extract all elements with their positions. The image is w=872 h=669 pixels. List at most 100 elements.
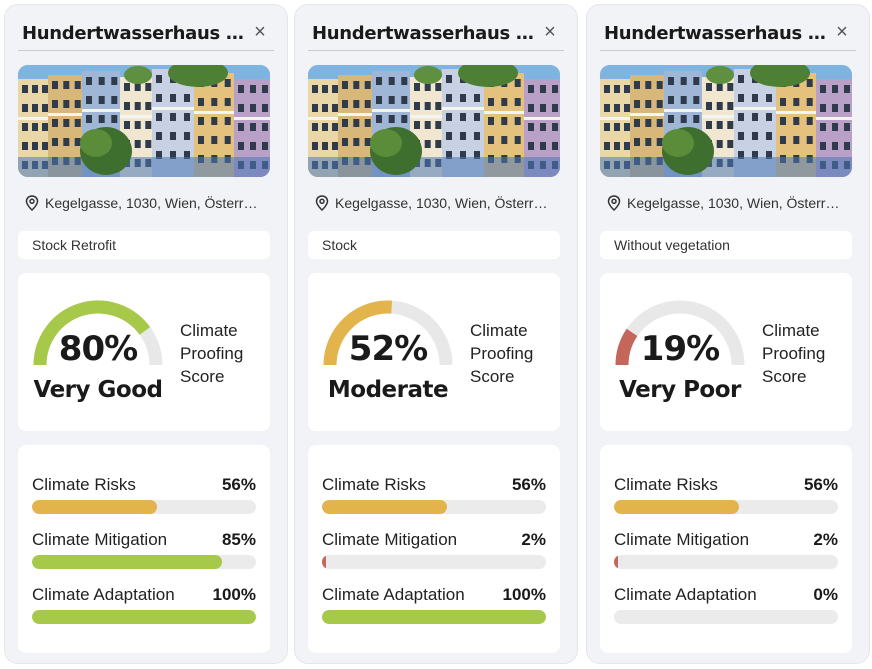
score-caption-line: Score: [180, 367, 225, 386]
building-photo: [600, 65, 852, 177]
metric-label: Climate Mitigation: [32, 530, 168, 549]
metric-climate-risks: Climate Risks 56%: [32, 475, 256, 515]
metric-value: 100%: [502, 585, 546, 604]
metric-label: Climate Mitigation: [322, 530, 458, 549]
close-icon[interactable]: ×: [254, 21, 266, 43]
building-photo-art: [308, 65, 560, 177]
metric-value: 2%: [521, 530, 546, 549]
score-gauge-fill: [323, 300, 393, 366]
score-value: 52%: [348, 329, 428, 369]
metric-label: Climate Risks: [32, 475, 136, 494]
progress-bar: [32, 555, 256, 569]
metric-value: 2%: [813, 530, 838, 549]
metric-value: 0%: [813, 585, 838, 604]
card-header: Hundertwasserhaus Wien ×: [600, 19, 856, 51]
score-caption-line: Score: [470, 367, 515, 386]
score-caption: Climate Proofing Score: [180, 319, 270, 388]
progress-bar: [614, 610, 838, 624]
progress-bar: [322, 610, 546, 624]
close-icon[interactable]: ×: [544, 21, 556, 43]
variant-label: Stock: [308, 231, 560, 259]
progress-bar: [322, 500, 546, 514]
progress-bar-fill: [32, 555, 223, 569]
score-caption-line: Climate: [762, 321, 820, 340]
address-row: Kegelgasse, 1030, Wien, Österreich: [607, 191, 847, 215]
address-row: Kegelgasse, 1030, Wien, Österreich: [315, 191, 555, 215]
metrics-panel: Climate Risks 56% Climate Mitigation 2% …: [600, 445, 852, 653]
score-caption: Climate Proofing Score: [762, 319, 852, 388]
score-panel: 19% Very Poor Climate Proofing Score: [600, 273, 852, 431]
location-pin-icon: [25, 195, 39, 211]
progress-bar-fill: [322, 555, 327, 569]
address-text: Kegelgasse, 1030, Wien, Österreich: [627, 195, 847, 211]
metric-label: Climate Adaptation: [614, 585, 757, 604]
metric-label: Climate Mitigation: [614, 530, 750, 549]
metric-climate-mitigation: Climate Mitigation 85%: [32, 530, 256, 570]
card-header: Hundertwasserhaus Wien ×: [18, 19, 274, 51]
close-icon[interactable]: ×: [836, 21, 848, 43]
building-card: Hundertwasserhaus Wien × Kegelgasse, 103…: [294, 4, 578, 664]
score-gauge: [33, 300, 163, 366]
metric-climate-risks: Climate Risks 56%: [322, 475, 546, 515]
score-caption-line: Proofing: [180, 344, 244, 363]
progress-bar-fill: [322, 500, 448, 514]
address-text: Kegelgasse, 1030, Wien, Österreich: [45, 195, 265, 211]
score-caption-line: Proofing: [470, 344, 534, 363]
card-title: Hundertwasserhaus Wien: [312, 23, 538, 44]
metric-value: 56%: [221, 475, 256, 494]
building-photo-art: [600, 65, 852, 177]
score-caption-line: Proofing: [762, 344, 826, 363]
building-card: Hundertwasserhaus Wien × Kegelgasse, 103…: [4, 4, 288, 664]
score-value: 19%: [640, 329, 720, 369]
metrics-panel: Climate Risks 56% Climate Mitigation 2% …: [308, 445, 560, 653]
building-photo-art: [18, 65, 270, 177]
variant-label: Without vegetation: [600, 231, 852, 259]
progress-bar: [614, 555, 838, 569]
metric-label: Climate Adaptation: [322, 585, 465, 604]
metric-climate-adaptation: Climate Adaptation 0%: [614, 585, 838, 625]
metric-label: Climate Adaptation: [32, 585, 175, 604]
progress-bar-fill: [614, 555, 619, 569]
metric-climate-adaptation: Climate Adaptation 100%: [322, 585, 546, 625]
score-gauge-fill: [615, 328, 638, 366]
progress-bar: [614, 500, 838, 514]
score-caption: Climate Proofing Score: [470, 319, 560, 388]
score-panel: 80% Very Good Climate Proofing Score: [18, 273, 270, 431]
building-photo: [18, 65, 270, 177]
progress-bar: [322, 555, 546, 569]
score-gauge: [323, 300, 453, 366]
metric-value: 56%: [511, 475, 546, 494]
score-panel: 52% Moderate Climate Proofing Score: [308, 273, 560, 431]
metrics-panel: Climate Risks 56% Climate Mitigation 85%…: [18, 445, 270, 653]
score-caption-line: Climate: [470, 321, 528, 340]
progress-bar-fill: [322, 610, 546, 624]
score-value: 80%: [58, 329, 138, 369]
location-pin-icon: [607, 195, 621, 211]
metric-climate-mitigation: Climate Mitigation 2%: [322, 530, 546, 570]
building-photo: [308, 65, 560, 177]
score-gauge-fill: [33, 300, 151, 366]
score-gauge: [615, 300, 745, 366]
score-rating: Very Good: [33, 377, 163, 403]
progress-bar: [32, 610, 256, 624]
progress-bar-fill: [32, 610, 256, 624]
metric-climate-mitigation: Climate Mitigation 2%: [614, 530, 838, 570]
progress-bar: [32, 500, 256, 514]
location-pin-icon: [315, 195, 329, 211]
metric-value: 85%: [221, 530, 256, 549]
score-caption-line: Score: [762, 367, 807, 386]
metric-label: Climate Risks: [322, 475, 426, 494]
progress-bar-fill: [32, 500, 158, 514]
metric-climate-risks: Climate Risks 56%: [614, 475, 838, 515]
card-header: Hundertwasserhaus Wien ×: [308, 19, 564, 51]
score-rating: Very Poor: [619, 377, 741, 403]
building-card: Hundertwasserhaus Wien × Kegelgasse, 103…: [586, 4, 870, 664]
score-rating: Moderate: [327, 377, 449, 403]
variant-label: Stock Retrofit: [18, 231, 270, 259]
address-row: Kegelgasse, 1030, Wien, Österreich: [25, 191, 265, 215]
score-caption-line: Climate: [180, 321, 238, 340]
card-title: Hundertwasserhaus Wien: [604, 23, 830, 44]
card-title: Hundertwasserhaus Wien: [22, 23, 248, 44]
metric-value: 56%: [803, 475, 838, 494]
